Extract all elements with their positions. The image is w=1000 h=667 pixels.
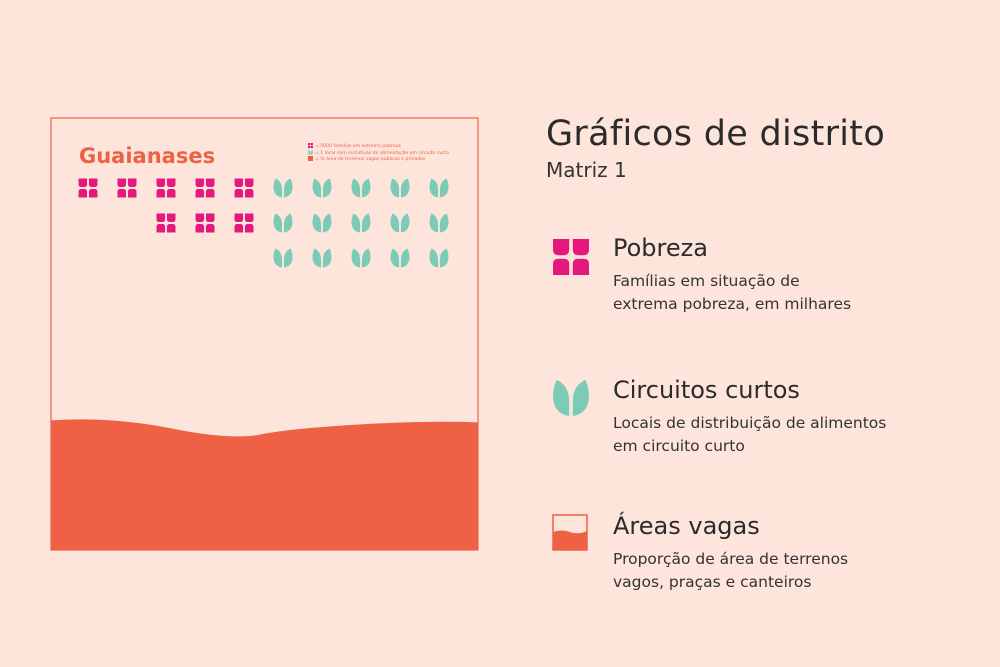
circuitos-icon: [553, 380, 589, 416]
item-description: Famílias em situação de: [613, 272, 800, 290]
pobreza-icon: [553, 239, 589, 275]
legend-text: = % área de terrenos vagos públicos e pr…: [315, 155, 426, 162]
district-name: Guaianases: [79, 144, 215, 168]
panel: Guaianases = 5000 famílias em extrema po…: [50, 117, 479, 551]
item-title: Pobreza: [613, 234, 708, 262]
item-description: vagos, praças e canteiros: [613, 573, 812, 591]
item-description: em circuito curto: [613, 437, 745, 455]
legend-text: = 5000 famílias em extrema pobreza: [315, 142, 401, 149]
legend-text: = 1 local com iniciativas de alimentação…: [315, 150, 449, 156]
subtitle: Matriz 1: [546, 158, 627, 182]
item-description: extrema pobreza, em milhares: [613, 295, 852, 313]
item-title: Circuitos curtos: [613, 376, 800, 404]
item-description: Locais de distribuição de alimentos: [613, 414, 887, 432]
areas-icon: [552, 514, 588, 551]
vacant-area: [51, 419, 478, 550]
item-description: Proporção de área de terrenos: [613, 550, 849, 568]
title: Gráficos de distrito: [546, 114, 886, 154]
legend-icon: [308, 156, 313, 161]
item-title: Áreas vagas: [613, 512, 760, 540]
